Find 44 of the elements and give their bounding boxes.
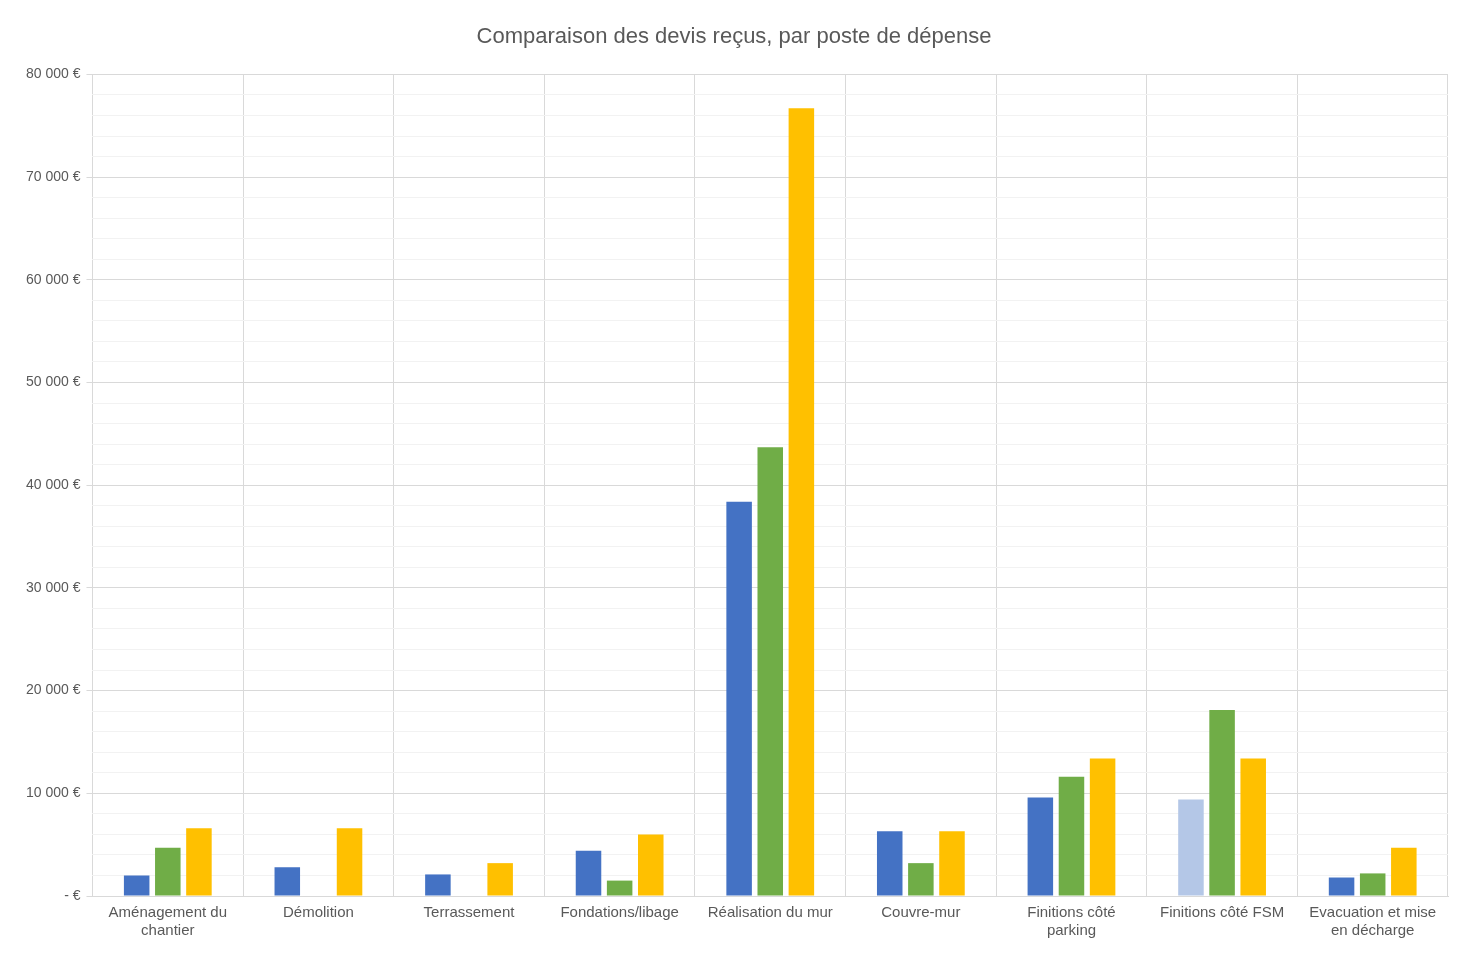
bar — [1328, 877, 1355, 896]
bar — [876, 831, 903, 896]
bar — [1209, 710, 1235, 896]
x-tick-label: Aménagement du chantier — [108, 903, 228, 939]
bar — [757, 447, 784, 896]
x-tick-label: Fondations/libage — [560, 903, 679, 921]
x-tick-label: Terrassement — [423, 903, 516, 921]
y-tick-label: 30 000 € — [26, 578, 81, 595]
bar — [155, 847, 181, 896]
bar — [1027, 797, 1054, 896]
bar — [336, 828, 363, 896]
x-tick-label: Couvre-mur — [881, 903, 961, 921]
x-tick-label: Evacuation et mise en décharge — [1309, 903, 1437, 939]
x-tick-label: Démolition — [282, 903, 354, 921]
x-tick-label: Finitions côté FSM — [1159, 903, 1285, 921]
y-tick-label: 70 000 € — [26, 167, 81, 184]
bar — [425, 874, 451, 896]
bar — [726, 501, 752, 896]
y-tick-label: 40 000 € — [26, 476, 81, 493]
bar — [274, 867, 301, 896]
x-tick-label: Réalisation du mur — [707, 903, 833, 921]
bar — [186, 828, 212, 896]
y-tick-label: 20 000 € — [26, 681, 81, 698]
bar — [1058, 776, 1085, 896]
bar — [788, 108, 815, 896]
bar — [575, 850, 602, 896]
bar — [1391, 847, 1417, 896]
bar — [487, 863, 513, 896]
y-tick-label: 80 000 € — [26, 65, 81, 82]
bar — [1178, 799, 1204, 896]
chart-title: Comparaison des devis reçus, par poste de dépense — [476, 23, 992, 49]
y-tick-label: - € — [64, 886, 81, 903]
y-tick-label: 60 000 € — [26, 270, 81, 287]
y-tick-label: 10 000 € — [26, 784, 81, 801]
bar — [908, 863, 934, 896]
y-tick-label: 50 000 € — [26, 373, 81, 390]
bar — [606, 880, 633, 896]
bar — [638, 834, 664, 896]
bar — [1359, 873, 1386, 896]
bar — [123, 875, 150, 896]
bar — [1240, 758, 1266, 896]
bar — [939, 831, 965, 896]
bar — [1089, 758, 1116, 896]
x-tick-label: Finitions côté parking — [1027, 903, 1116, 939]
